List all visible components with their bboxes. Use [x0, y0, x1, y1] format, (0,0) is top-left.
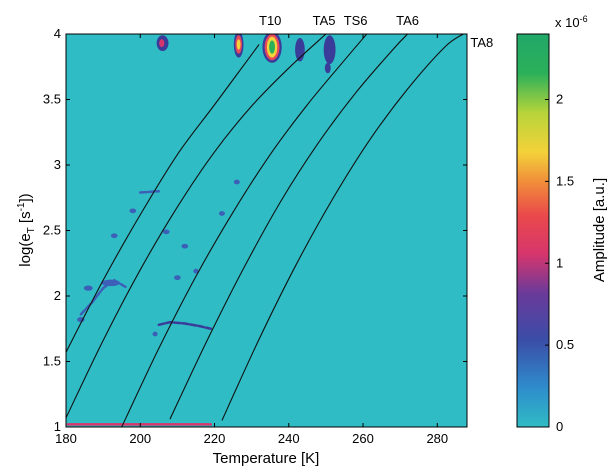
hotspot-17 — [162, 229, 170, 235]
y-tick-label-1: 1.5 — [43, 354, 61, 369]
colorbar-tick-label-3: 1.5 — [556, 173, 574, 188]
colorbar-tick-label-0: 0 — [556, 419, 563, 434]
hotspot-21 — [218, 211, 225, 216]
colorbar — [517, 34, 549, 427]
y-tick-label-3: 2.5 — [43, 223, 61, 238]
colorbar-label: Amplitude [a.u.] — [591, 178, 608, 282]
y-tick-label-6: 4 — [54, 26, 61, 41]
y-tick-label-0: 1 — [54, 419, 61, 434]
hotspot-13 — [83, 285, 93, 291]
x-tick-label-220: 220 — [204, 431, 226, 446]
hotspot-22 — [233, 179, 240, 185]
arrhenius-line-ts6 — [121, 34, 368, 427]
x-tick-label-240: 240 — [278, 431, 300, 446]
x-tick-label-200: 200 — [129, 431, 151, 446]
x-axis-ticks: 180 200 220 240 260 280 — [55, 34, 448, 446]
y-tick-label-5: 3.5 — [43, 92, 61, 107]
arrhenius-line-t10 — [66, 44, 260, 353]
hotspot-23 — [193, 268, 199, 274]
x-tick-label-280: 280 — [426, 431, 448, 446]
y-tick-label-4: 3 — [54, 157, 61, 172]
x-axis-label: Temperature [K] — [213, 450, 320, 467]
arrhenius-line-ta5 — [66, 34, 327, 419]
colorbar-frame — [516, 33, 550, 428]
hotspot-20 — [152, 331, 158, 337]
hotspot-16 — [129, 208, 137, 214]
hotspot-4 — [236, 39, 241, 50]
hotspot-8 — [269, 40, 276, 54]
arrhenius-line-ta6 — [169, 34, 408, 420]
hotspot-11 — [324, 62, 331, 74]
peak-label-ta6: TA6 — [396, 13, 419, 28]
hotspot-14 — [77, 316, 85, 323]
hotspot-19 — [181, 243, 189, 249]
heatmap-background — [66, 34, 467, 427]
heatmap-streaks — [66, 189, 213, 426]
heatmap-hotspots — [77, 34, 336, 337]
peak-label-ta8: TA8 — [470, 35, 493, 50]
colorbar-ticks: 0 0.5 1 1.5 2 — [545, 92, 574, 434]
x-tick-label-180: 180 — [55, 431, 77, 446]
y-axis-label: log(eT [s-1]) — [16, 193, 37, 266]
x-tick-label-260: 260 — [352, 431, 374, 446]
arrhenius-lines — [66, 34, 464, 427]
streak-1 — [79, 278, 127, 316]
streak-2 — [139, 189, 161, 194]
hotspot-15 — [110, 233, 118, 239]
peak-label-ts6: TS6 — [344, 13, 368, 28]
peak-labels: T10 TA5 TS6 TA6 TA8 — [259, 13, 493, 50]
hotspot-1 — [159, 39, 165, 48]
y-tick-label-2: 2 — [54, 288, 61, 303]
colorbar-tick-label-1: 0.5 — [556, 337, 574, 352]
streak-0 — [157, 320, 213, 330]
peak-label-t10: T10 — [259, 13, 281, 28]
hotspot-18 — [174, 275, 181, 281]
colorbar-tick-label-2: 1 — [556, 255, 563, 270]
arrhenius-line-ta8 — [221, 34, 464, 421]
y-axis-ticks: 1 1.5 2 2.5 3 3.5 4 — [43, 26, 467, 434]
colorbar-tick-label-4: 2 — [556, 92, 563, 107]
colorbar-multiplier: x 10-6 — [555, 14, 588, 30]
hotspot-10 — [323, 35, 336, 65]
peak-label-ta5: TA5 — [313, 13, 336, 28]
